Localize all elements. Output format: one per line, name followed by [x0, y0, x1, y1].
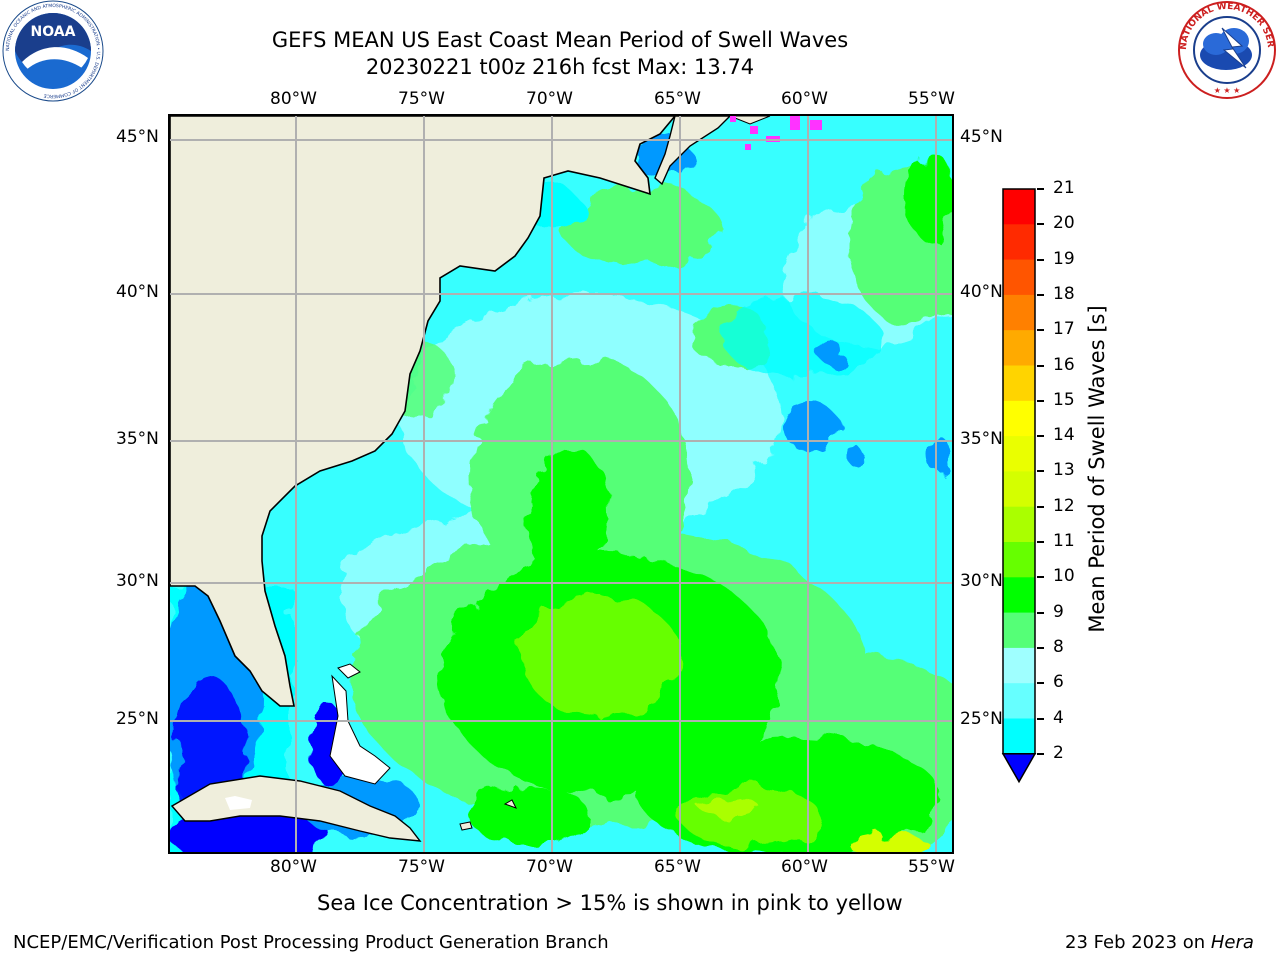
colorbar-tick-mark	[1037, 399, 1044, 402]
colorbar	[1001, 186, 1037, 786]
colorbar-tick-mark	[1037, 329, 1044, 332]
colorbar-tick-label: 16	[1053, 354, 1075, 375]
colorbar-tick-mark	[1037, 364, 1044, 367]
lat-label-right: 25°N	[960, 709, 1003, 729]
island	[459, 821, 473, 831]
colorbar-tick-label: 8	[1053, 636, 1064, 657]
bahamas-bank-north	[337, 663, 361, 679]
lon-label-top: 65°W	[654, 89, 701, 109]
colorbar-extend-arrow	[1001, 753, 1037, 784]
colorbar-segment	[1003, 189, 1035, 225]
colorbar-tick-mark	[1037, 435, 1044, 438]
colorbar-segment	[1003, 259, 1035, 296]
colorbar-segment	[1003, 506, 1035, 543]
colorbar-tick-label: 15	[1053, 389, 1075, 410]
sea-ice-note: Sea Ice Concentration > 15% is shown in …	[317, 891, 903, 915]
lat-label-left: 45°N	[116, 127, 159, 147]
lat-label-right: 35°N	[960, 429, 1003, 449]
colorbar-segment	[1003, 471, 1035, 508]
colorbar-tick-label: 6	[1053, 672, 1064, 693]
chart-title: GEFS MEAN US East Coast Mean Period of S…	[271, 28, 849, 52]
colorbar-segment	[1003, 365, 1035, 402]
colorbar-tick-label: 11	[1053, 531, 1075, 551]
colorbar-tick-mark	[1037, 223, 1044, 226]
lon-label-top: 75°W	[398, 89, 445, 109]
noaa-logo: NOAA NATIONAL OCEANIC AND ATMOSPHERIC AD…	[2, 0, 104, 102]
lon-label-top: 70°W	[526, 89, 573, 109]
colorbar-segment	[1003, 400, 1035, 437]
colorbar-segment	[1003, 436, 1035, 472]
colorbar-svg	[1001, 188, 1037, 784]
colorbar-tick-mark	[1037, 188, 1044, 190]
colorbar-tick-mark	[1037, 470, 1044, 473]
colorbar-tick-label: 2	[1053, 742, 1064, 763]
colorbar-tick-label: 4	[1053, 707, 1064, 728]
colorbar-tick-mark	[1037, 258, 1044, 261]
lon-label-top: 60°W	[781, 89, 828, 109]
colorbar-tick-mark	[1037, 682, 1044, 685]
colorbar-segment	[1003, 542, 1035, 578]
colorbar-segment	[1003, 647, 1035, 684]
bahamas-bank	[329, 674, 391, 785]
lon-label-bottom: 65°W	[654, 857, 701, 877]
lon-label-top: 80°W	[270, 89, 317, 109]
colorbar-tick-label: 18	[1053, 283, 1075, 304]
lat-label-right: 30°N	[960, 571, 1003, 591]
colorbar-label: Mean Period of Swell Waves [s]	[1085, 305, 1109, 633]
chart-subtitle: 20230221 t00z 216h fcst Max: 13.74	[365, 55, 755, 79]
nws-logo: NATIONAL WEATHER SERVICE ★ ★ ★	[1173, 0, 1278, 100]
swell-field	[170, 136, 952, 852]
footer-machine: Hera	[1210, 932, 1254, 953]
colorbar-tick-mark	[1037, 505, 1044, 508]
colorbar-tick-mark	[1037, 541, 1044, 543]
map-panel	[168, 114, 954, 854]
svg-text:★ ★ ★: ★ ★ ★	[1214, 86, 1241, 95]
colorbar-outline	[1002, 188, 1036, 755]
lat-label-left: 30°N	[116, 571, 159, 591]
colorbar-tick-mark	[1037, 576, 1044, 579]
map-svg	[170, 116, 952, 852]
colorbar-tick-mark	[1037, 611, 1044, 614]
colorbar-tick-label: 12	[1053, 495, 1075, 516]
colorbar-tick-label: 19	[1053, 248, 1075, 269]
colorbar-tick-label: 21	[1053, 178, 1075, 198]
colorbar-tick-mark	[1037, 752, 1044, 755]
colorbar-segment	[1003, 224, 1035, 261]
lat-label-right: 45°N	[960, 127, 1003, 147]
colorbar-segment	[1003, 612, 1035, 649]
graticule	[170, 116, 952, 852]
lon-label-top: 55°W	[908, 89, 955, 109]
colorbar-segment	[1003, 330, 1035, 367]
land-nova-scotia	[654, 116, 731, 186]
colorbar-segment	[1003, 718, 1035, 755]
colorbar-tick-label: 9	[1053, 601, 1064, 622]
lat-label-right: 40°N	[960, 282, 1003, 302]
colorbar-segment	[1003, 294, 1035, 331]
lon-label-bottom: 75°W	[398, 857, 445, 877]
colorbar-tick-label: 13	[1053, 460, 1075, 481]
colorbar-tick-label: 10	[1053, 566, 1075, 587]
lon-label-bottom: 60°W	[781, 857, 828, 877]
cuba-white-area	[225, 796, 252, 810]
colorbar-tick-mark	[1037, 717, 1044, 720]
colorbar-tick-mark	[1037, 646, 1044, 649]
footer-credit: NCEP/EMC/Verification Post Processing Pr…	[13, 932, 609, 953]
colorbar-segment	[1003, 683, 1035, 720]
land-maritimes	[729, 116, 771, 125]
lon-label-bottom: 80°W	[270, 857, 317, 877]
colorbar-segment	[1003, 577, 1035, 614]
lat-label-left: 40°N	[116, 282, 159, 302]
noaa-logo-text: NOAA	[31, 24, 76, 40]
colorbar-tick-mark	[1037, 293, 1044, 296]
footer-date: 23 Feb 2023 on Hera	[1065, 932, 1254, 953]
lat-label-left: 35°N	[116, 429, 159, 449]
colorbar-tick-label: 14	[1053, 425, 1075, 446]
colorbar-tick-label: 17	[1053, 319, 1075, 340]
lon-label-bottom: 55°W	[908, 857, 955, 877]
lon-label-bottom: 70°W	[526, 857, 573, 877]
lat-label-left: 25°N	[116, 709, 159, 729]
footer-date-prefix: 23 Feb 2023 on	[1065, 932, 1211, 953]
colorbar-tick-label: 20	[1053, 213, 1075, 234]
island	[503, 799, 518, 809]
